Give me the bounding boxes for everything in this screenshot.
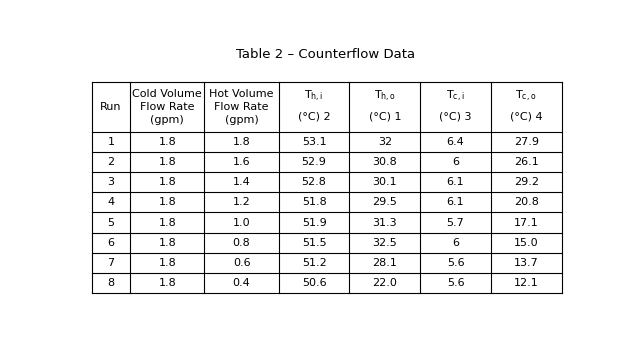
Text: 1.8: 1.8 xyxy=(158,278,176,288)
Text: 31.3: 31.3 xyxy=(373,218,397,227)
Text: 1.6: 1.6 xyxy=(233,157,251,167)
Text: 30.1: 30.1 xyxy=(373,177,397,187)
Text: 1: 1 xyxy=(107,137,114,147)
Text: 6: 6 xyxy=(452,238,459,248)
Text: 5.6: 5.6 xyxy=(446,258,464,268)
Text: 32.5: 32.5 xyxy=(373,238,397,248)
Text: 30.8: 30.8 xyxy=(373,157,397,167)
Text: 6.1: 6.1 xyxy=(446,197,464,207)
Text: 26.1: 26.1 xyxy=(514,157,539,167)
Text: 22.0: 22.0 xyxy=(372,278,398,288)
Text: 1.8: 1.8 xyxy=(158,258,176,268)
Text: 20.8: 20.8 xyxy=(514,197,539,207)
Text: 8: 8 xyxy=(107,278,114,288)
Text: 6: 6 xyxy=(107,238,114,248)
Text: 52.8: 52.8 xyxy=(301,177,326,187)
Text: 15.0: 15.0 xyxy=(514,238,539,248)
Text: 1.8: 1.8 xyxy=(158,218,176,227)
Text: 53.1: 53.1 xyxy=(302,137,326,147)
Text: 1.2: 1.2 xyxy=(233,197,251,207)
Text: 1.8: 1.8 xyxy=(158,177,176,187)
Text: $\mathregular{T_{c,i}}$: $\mathregular{T_{c,i}}$ xyxy=(446,89,465,104)
Text: 29.5: 29.5 xyxy=(372,197,398,207)
Text: 1.8: 1.8 xyxy=(233,137,251,147)
Text: (°C) 1: (°C) 1 xyxy=(368,112,401,122)
Text: 51.8: 51.8 xyxy=(301,197,326,207)
Text: Run: Run xyxy=(100,102,121,112)
Text: 2: 2 xyxy=(107,157,114,167)
Text: 3: 3 xyxy=(107,177,114,187)
Text: 51.2: 51.2 xyxy=(301,258,326,268)
Text: Cold Volume
Flow Rate
(gpm): Cold Volume Flow Rate (gpm) xyxy=(132,89,202,124)
Text: 28.1: 28.1 xyxy=(372,258,398,268)
Text: $\mathregular{T_{h,i}}$: $\mathregular{T_{h,i}}$ xyxy=(305,89,324,104)
Text: (°C) 2: (°C) 2 xyxy=(298,112,331,122)
Text: 1.8: 1.8 xyxy=(158,157,176,167)
Text: 5.7: 5.7 xyxy=(446,218,464,227)
Text: Hot Volume
Flow Rate
(gpm): Hot Volume Flow Rate (gpm) xyxy=(209,89,274,124)
Text: 12.1: 12.1 xyxy=(514,278,539,288)
Text: (°C) 4: (°C) 4 xyxy=(510,112,543,122)
Text: 27.9: 27.9 xyxy=(514,137,539,147)
Text: 1.8: 1.8 xyxy=(158,197,176,207)
Text: (°C) 3: (°C) 3 xyxy=(439,112,472,122)
Text: 29.2: 29.2 xyxy=(514,177,539,187)
Text: 5.6: 5.6 xyxy=(446,278,464,288)
Text: $\mathregular{T_{h,o}}$: $\mathregular{T_{h,o}}$ xyxy=(374,89,396,104)
Text: 7: 7 xyxy=(107,258,114,268)
Text: 1.0: 1.0 xyxy=(233,218,251,227)
Text: 6.1: 6.1 xyxy=(446,177,464,187)
Text: 1.8: 1.8 xyxy=(158,238,176,248)
Text: 1.8: 1.8 xyxy=(158,137,176,147)
Text: $\mathregular{T_{c,o}}$: $\mathregular{T_{c,o}}$ xyxy=(516,89,537,104)
Text: 50.6: 50.6 xyxy=(302,278,326,288)
Text: 52.9: 52.9 xyxy=(301,157,326,167)
Text: Table 2 – Counterflow Data: Table 2 – Counterflow Data xyxy=(237,48,415,61)
Text: 51.5: 51.5 xyxy=(302,238,326,248)
Text: 32: 32 xyxy=(378,137,392,147)
Text: 6: 6 xyxy=(452,157,459,167)
Text: 5: 5 xyxy=(107,218,114,227)
Text: 6.4: 6.4 xyxy=(446,137,464,147)
Text: 1.4: 1.4 xyxy=(233,177,251,187)
Text: 51.9: 51.9 xyxy=(301,218,326,227)
Text: 4: 4 xyxy=(107,197,114,207)
Text: 17.1: 17.1 xyxy=(514,218,539,227)
Text: 0.6: 0.6 xyxy=(233,258,251,268)
Text: 13.7: 13.7 xyxy=(514,258,539,268)
Text: 0.8: 0.8 xyxy=(233,238,251,248)
Text: 0.4: 0.4 xyxy=(233,278,251,288)
